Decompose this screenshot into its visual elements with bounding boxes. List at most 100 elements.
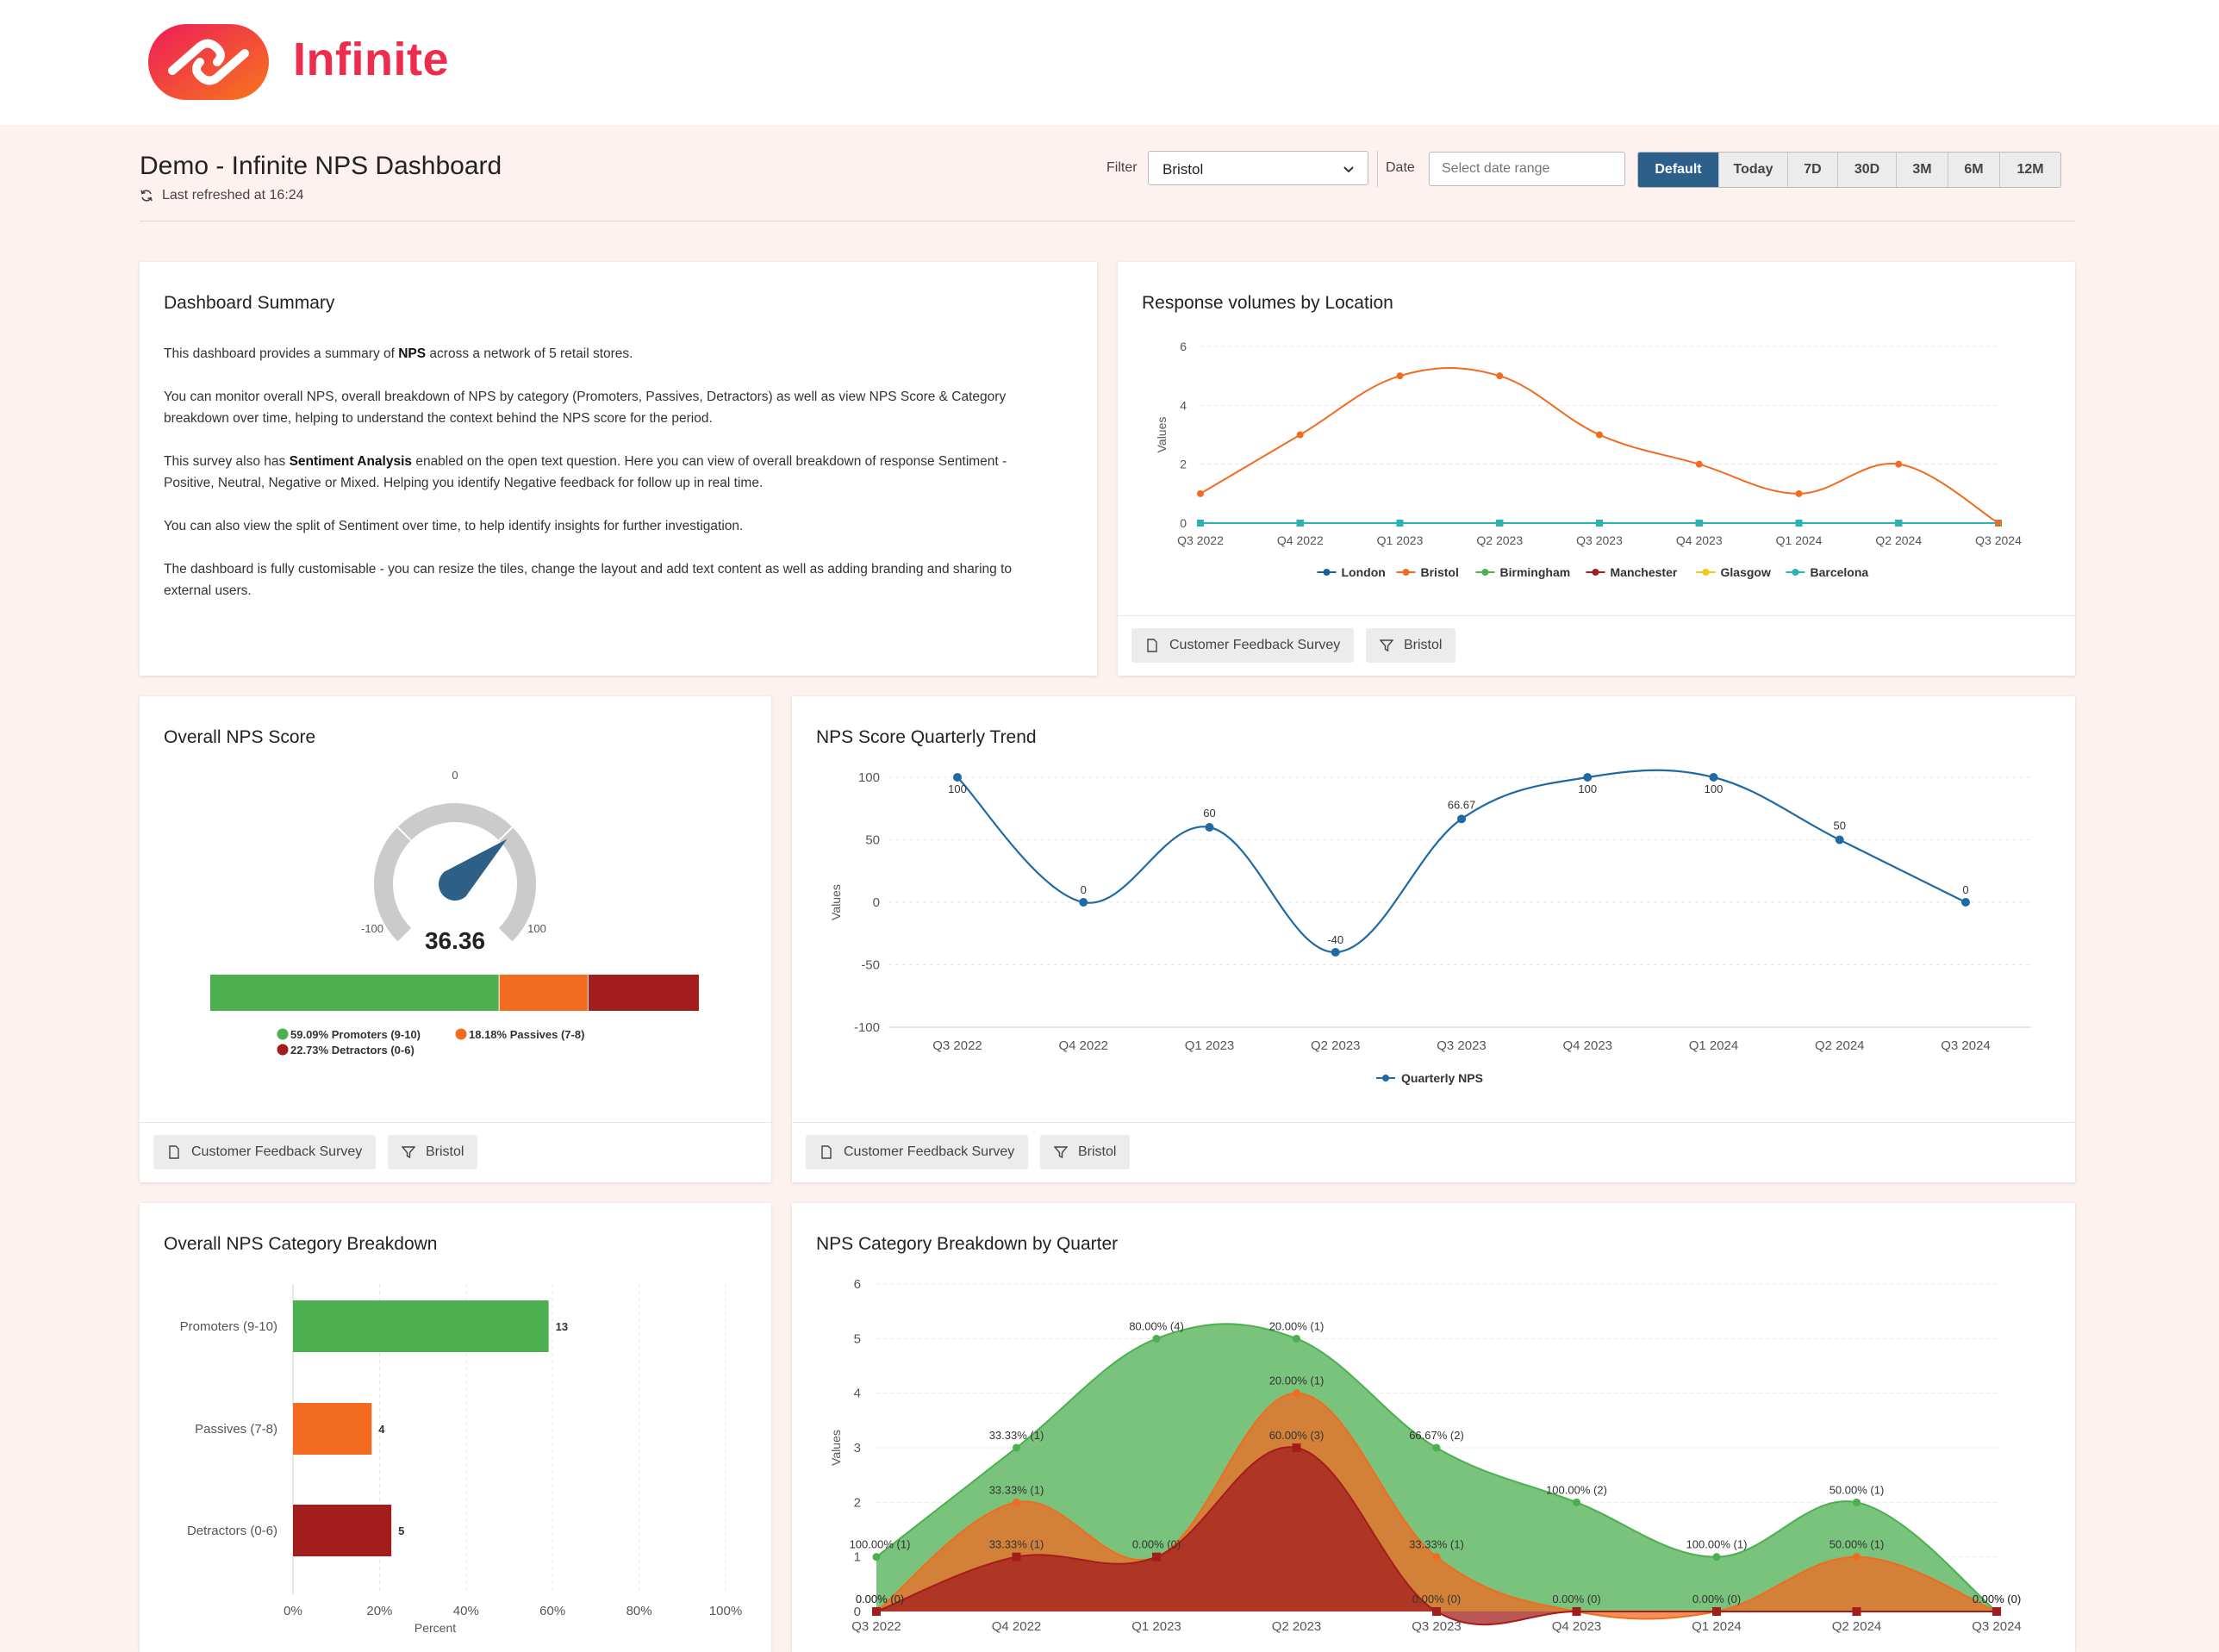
response-volumes-card: Response volumes by Location 0 2 4 6 Values Q… <box>1118 262 2075 676</box>
filter-chip-label: Bristol <box>426 1144 464 1159</box>
x-tick-label: 40% <box>453 1604 479 1618</box>
range-3m-button[interactable]: 3M <box>1897 153 1948 187</box>
x-tick-label: Q4 2022 <box>1058 1038 1108 1053</box>
legend-marker <box>1792 569 1799 576</box>
x-tick-label: Q2 2024 <box>1815 1038 1865 1053</box>
x-tick-label: Q1 2023 <box>1377 533 1424 547</box>
data-label: 0 <box>1962 883 1968 896</box>
data-point <box>1079 898 1088 907</box>
data-point <box>872 1607 881 1616</box>
x-tick-label: 80% <box>626 1604 652 1618</box>
range-default-button[interactable]: Default <box>1638 153 1719 187</box>
x-tick-label: Q2 2024 <box>1832 1619 1882 1634</box>
summary-text: This dashboard provides a summary of NPS… <box>164 343 1051 623</box>
range-6m-button[interactable]: 6M <box>1948 153 2000 187</box>
x-tick-label: Q4 2023 <box>1562 1038 1612 1053</box>
filter-chip-label: Bristol <box>1078 1144 1117 1159</box>
legend-marker <box>277 1028 289 1040</box>
data-point <box>1835 835 1844 845</box>
gauge-band <box>498 827 536 942</box>
location-filter-select[interactable]: Bristol <box>1148 151 1368 185</box>
legend-label: Glasgow <box>1721 565 1771 579</box>
data-label: 33.33% (1) <box>989 1538 1044 1551</box>
data-point <box>1795 489 1803 497</box>
date-range-input[interactable] <box>1429 152 1625 186</box>
data-point <box>1709 773 1718 782</box>
survey-chip[interactable]: Customer Feedback Survey <box>806 1135 1029 1169</box>
data-label: 80.00% (4) <box>1129 1319 1184 1332</box>
data-point <box>1496 372 1504 380</box>
data-point <box>1853 1498 1861 1506</box>
area-detractors <box>876 1447 1997 1625</box>
range-30d-button[interactable]: 30D <box>1838 153 1897 187</box>
data-point <box>1573 1498 1580 1506</box>
y-tick-label: 1 <box>854 1550 861 1565</box>
stacked-bar-segment <box>499 975 588 1011</box>
data-label: 4 <box>378 1423 385 1436</box>
category-breakdown-chart: 0% 20% 40% 60% 80% 100% Percent Promoters (9-10… <box>180 1284 742 1635</box>
data-label: 0.00% (0) <box>1412 1593 1461 1605</box>
gauge-band <box>398 803 512 840</box>
dashboard-summary-card: Dashboard Summary This dashboard provide… <box>140 262 1097 676</box>
category-breakdown-title: Overall NPS Category Breakdown <box>164 1234 438 1254</box>
nps-trend-card: NPS Score Quarterly Trend -100 -50 0 50 100 V… <box>792 696 2075 1182</box>
data-point <box>1296 520 1304 527</box>
x-tick-label: Q4 2022 <box>992 1619 1042 1634</box>
legend-label: 22.73% Detractors (0-6) <box>290 1044 415 1057</box>
data-point <box>1695 460 1703 468</box>
data-point <box>1712 1553 1721 1562</box>
x-tick-label: Q3 2022 <box>932 1038 982 1053</box>
filter-chip[interactable]: Bristol <box>388 1135 478 1169</box>
data-point <box>1895 460 1903 468</box>
data-label: 50 <box>1834 820 1846 832</box>
bar <box>293 1403 372 1455</box>
legend-label: 59.09% Promoters (9-10) <box>290 1028 421 1041</box>
data-point <box>1293 1389 1300 1398</box>
document-icon <box>1147 639 1157 652</box>
y-tick-label: 100 <box>858 770 880 785</box>
data-label: 0 <box>1081 883 1087 896</box>
data-point <box>1995 520 2002 527</box>
legend-label: Quarterly NPS <box>1401 1071 1483 1085</box>
data-point <box>1012 1552 1021 1562</box>
gauge-needle <box>438 838 508 901</box>
filter-label: Filter <box>1106 160 1138 175</box>
x-tick-label: Q1 2024 <box>1692 1619 1742 1634</box>
header-divider <box>1377 151 1378 187</box>
overall-nps-card: Overall NPS Score 0 -100 100 36.36 59.09% Pr… <box>140 696 771 1182</box>
data-point <box>1795 520 1803 527</box>
y-tick-label: 4 <box>1180 398 1187 412</box>
filter-chip[interactable]: Bristol <box>1040 1135 1131 1169</box>
range-12m-button[interactable]: 12M <box>2000 153 2060 187</box>
x-tick-label: Q1 2023 <box>1131 1619 1181 1634</box>
legend-marker <box>277 1044 289 1056</box>
data-label: 100 <box>948 782 967 795</box>
data-point <box>1013 1498 1020 1506</box>
date-range-buttons: Default Today 7D 30D 3M 6M 12M <box>1637 152 2061 188</box>
data-point <box>1432 1607 1441 1616</box>
refresh-icon[interactable] <box>140 189 153 203</box>
range-7d-button[interactable]: 7D <box>1788 153 1838 187</box>
survey-chip-label: Customer Feedback Survey <box>1169 638 1341 652</box>
data-label: 60.00% (3) <box>1269 1429 1325 1442</box>
data-label: 13 <box>556 1320 568 1333</box>
data-point <box>1152 1552 1161 1562</box>
data-point <box>1961 898 1970 907</box>
data-point <box>1296 431 1304 439</box>
filter-chip[interactable]: Bristol <box>1366 628 1456 663</box>
x-tick-label: Q4 2022 <box>1277 533 1324 547</box>
data-point <box>1396 520 1404 527</box>
data-label: 100 <box>1705 782 1723 795</box>
summary-paragraph: This dashboard provides a summary of NPS… <box>164 346 633 361</box>
data-point <box>1583 773 1593 782</box>
data-point <box>1496 520 1504 527</box>
legend-marker <box>1592 569 1599 576</box>
x-tick-label: Q3 2022 <box>1177 533 1224 547</box>
data-point <box>1331 948 1340 957</box>
survey-chip[interactable]: Customer Feedback Survey <box>153 1135 377 1169</box>
data-label: 100 <box>1578 782 1597 795</box>
date-label: Date <box>1386 160 1415 175</box>
y-tick-label: 0 <box>854 1605 861 1619</box>
range-today-button[interactable]: Today <box>1719 153 1788 187</box>
survey-chip[interactable]: Customer Feedback Survey <box>1131 628 1355 663</box>
